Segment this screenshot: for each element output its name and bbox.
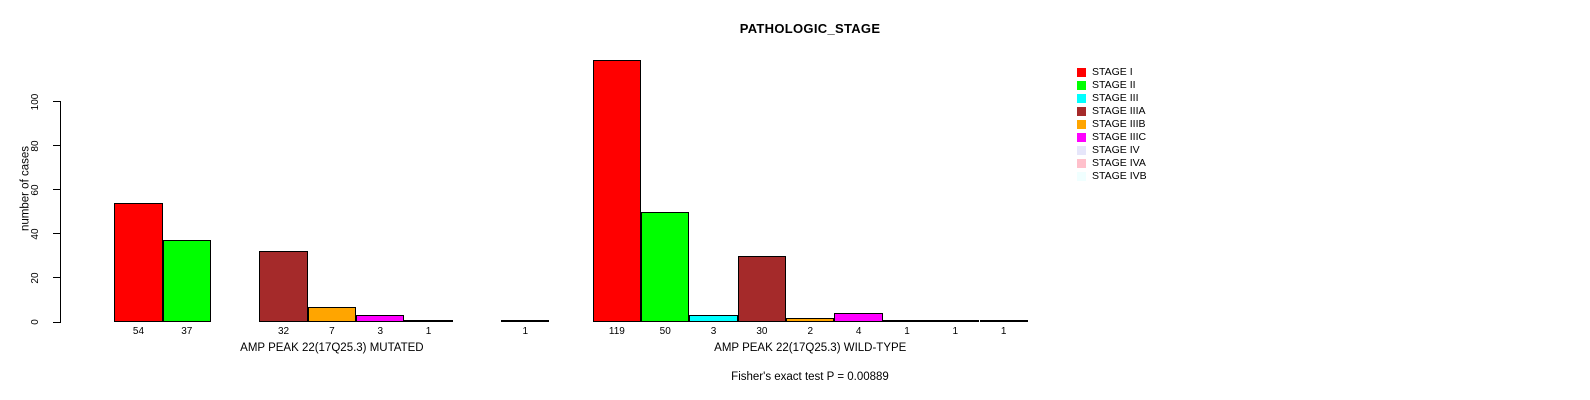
bar-stage-iiia bbox=[259, 251, 308, 322]
chart-title: PATHOLOGIC_STAGE bbox=[739, 21, 881, 36]
bar-stage-iiic bbox=[356, 315, 405, 322]
legend-label: STAGE II bbox=[1092, 79, 1136, 91]
bar-count-label: 30 bbox=[756, 326, 768, 337]
legend-row: STAGE III bbox=[1077, 92, 1147, 105]
y-axis-line bbox=[60, 101, 61, 322]
y-tick-mark bbox=[53, 277, 61, 279]
bar-stage-iiia bbox=[737, 255, 787, 322]
bar-count-label: 3 bbox=[377, 326, 383, 337]
bar-count-label: 50 bbox=[659, 326, 671, 337]
legend-row: STAGE IV bbox=[1077, 144, 1147, 157]
legend-swatch bbox=[1077, 68, 1086, 77]
bar-count-label: 119 bbox=[608, 326, 625, 337]
legend-row: STAGE IIIA bbox=[1077, 105, 1147, 118]
y-tick-label: 100 bbox=[30, 93, 41, 110]
legend-swatch bbox=[1077, 146, 1086, 155]
legend: STAGE I STAGE II STAGE III STAGE IIIA STAGE … bbox=[1077, 66, 1147, 183]
legend-swatch bbox=[1077, 133, 1086, 142]
bar-count-label: 1 bbox=[904, 326, 910, 337]
legend-swatch bbox=[1077, 94, 1086, 103]
bar-count-label: 1 bbox=[952, 326, 959, 337]
group-caption: AMP PEAK 22(17Q25.3) MUTATED bbox=[240, 342, 424, 354]
legend-label: STAGE I bbox=[1092, 66, 1133, 78]
y-tick-label: 80 bbox=[30, 140, 41, 152]
bar-count-label: 1 bbox=[425, 326, 432, 337]
bar-count-label: 54 bbox=[132, 326, 145, 337]
bar-count-label: 2 bbox=[807, 326, 814, 337]
legend-row: STAGE I bbox=[1077, 66, 1147, 79]
legend-swatch bbox=[1077, 159, 1086, 168]
fisher-test-note: Fisher's exact test P = 0.00889 bbox=[731, 371, 889, 383]
bar-stage-iiib bbox=[786, 317, 835, 322]
bar-stage-i bbox=[592, 59, 642, 322]
legend-label: STAGE IIIC bbox=[1092, 131, 1147, 143]
y-tick-label: 20 bbox=[30, 272, 41, 284]
bar-stage-iii bbox=[689, 315, 738, 322]
legend-label: STAGE IVA bbox=[1092, 157, 1146, 169]
bar-stage-iv bbox=[882, 319, 932, 322]
legend-row: STAGE IIIC bbox=[1077, 131, 1147, 144]
bar-count-label: 3 bbox=[710, 326, 717, 337]
bar-count-label: 4 bbox=[855, 326, 862, 337]
legend-row: STAGE IVA bbox=[1077, 157, 1147, 170]
y-tick-label: 0 bbox=[30, 319, 41, 325]
legend-label: STAGE IIIA bbox=[1092, 105, 1146, 117]
group-caption: AMP PEAK 22(17Q25.3) WILD-TYPE bbox=[714, 342, 907, 354]
legend-swatch bbox=[1077, 172, 1086, 181]
y-tick-mark bbox=[53, 101, 61, 102]
legend-swatch bbox=[1077, 107, 1086, 116]
bar-stage-ii bbox=[162, 240, 211, 322]
legend-row: STAGE IIIB bbox=[1077, 118, 1147, 131]
y-tick-mark bbox=[53, 321, 61, 323]
bar-count-label: 37 bbox=[181, 326, 193, 337]
y-tick-label: 40 bbox=[30, 228, 41, 240]
bar-stage-iv bbox=[404, 319, 453, 322]
legend-row: STAGE II bbox=[1077, 79, 1147, 92]
y-tick-mark bbox=[53, 189, 61, 191]
legend-row: STAGE IVB bbox=[1077, 170, 1147, 183]
bar-stage-ii bbox=[641, 211, 690, 322]
bar-stage-i bbox=[114, 202, 163, 322]
bar-count-label: 1 bbox=[1000, 326, 1007, 337]
legend-swatch bbox=[1077, 81, 1086, 90]
y-tick-label: 60 bbox=[30, 184, 41, 196]
legend-label: STAGE III bbox=[1092, 92, 1139, 104]
bar-stage-iiib bbox=[307, 306, 357, 322]
bar-stage-iva bbox=[931, 319, 980, 322]
bar-stage-iiic bbox=[834, 313, 883, 322]
legend-swatch bbox=[1077, 120, 1086, 129]
legend-label: STAGE IV bbox=[1092, 144, 1140, 156]
bar-stage-ivb bbox=[501, 319, 550, 322]
y-tick-mark bbox=[53, 233, 61, 235]
legend-label: STAGE IIIB bbox=[1092, 118, 1146, 130]
bar-count-label: 32 bbox=[277, 326, 290, 337]
y-tick-mark bbox=[53, 145, 61, 147]
bar-stage-ivb bbox=[979, 319, 1028, 322]
bar-count-label: 7 bbox=[329, 326, 335, 337]
legend-label: STAGE IVB bbox=[1092, 170, 1147, 182]
bar-count-label: 1 bbox=[522, 326, 529, 337]
